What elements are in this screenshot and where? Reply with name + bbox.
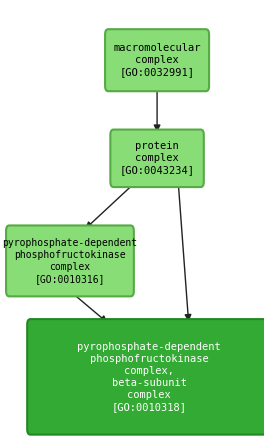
FancyBboxPatch shape <box>105 29 209 91</box>
Text: protein
complex
[GO:0043234]: protein complex [GO:0043234] <box>120 141 195 175</box>
FancyBboxPatch shape <box>27 319 264 434</box>
Text: pyrophosphate-dependent
phosphofructokinase
complex
[GO:0010316]: pyrophosphate-dependent phosphofructokin… <box>2 238 138 284</box>
FancyBboxPatch shape <box>110 129 204 187</box>
FancyBboxPatch shape <box>6 226 134 297</box>
Text: pyrophosphate-dependent
phosphofructokinase
complex,
beta-subunit
complex
[GO:00: pyrophosphate-dependent phosphofructokin… <box>77 342 221 412</box>
Text: macromolecular
complex
[GO:0032991]: macromolecular complex [GO:0032991] <box>113 43 201 77</box>
